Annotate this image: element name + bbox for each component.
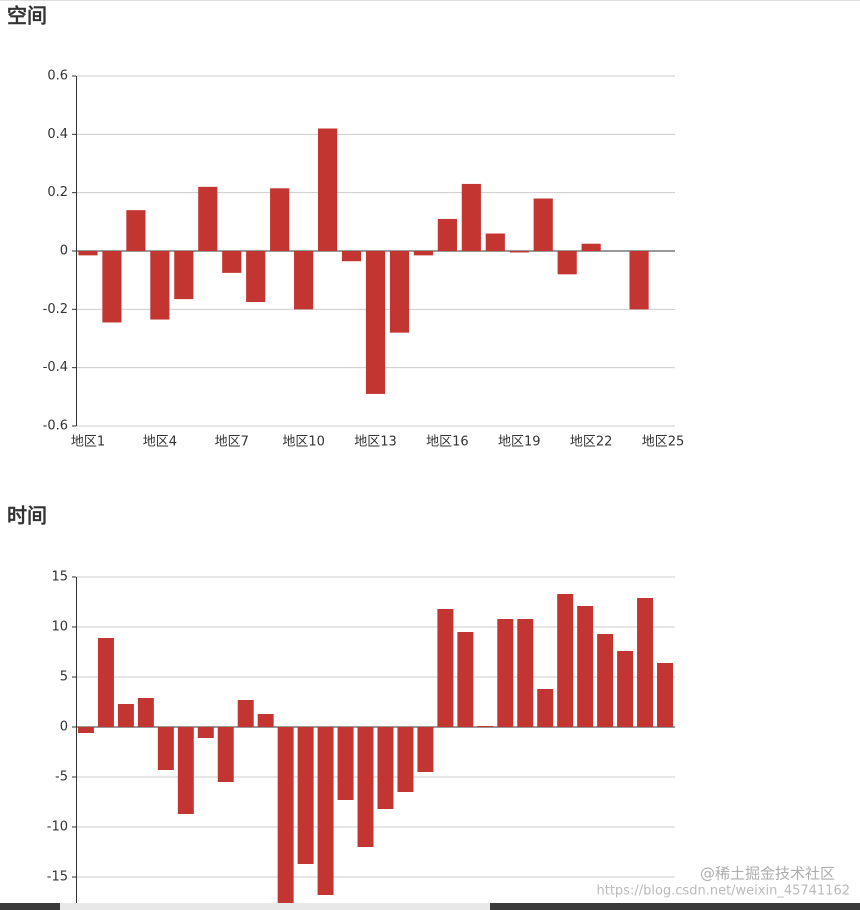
bar	[497, 619, 514, 727]
bar	[389, 251, 410, 333]
bar	[297, 727, 314, 864]
y-tick-label: 0.6	[47, 69, 68, 84]
bar	[533, 198, 553, 251]
bar	[197, 727, 214, 738]
bar	[597, 634, 614, 727]
bar	[517, 619, 534, 727]
bar	[577, 606, 594, 727]
bar	[477, 726, 494, 727]
bar	[417, 727, 434, 772]
bar	[485, 233, 505, 251]
bar	[78, 251, 98, 256]
bar	[126, 210, 146, 251]
bar	[237, 700, 254, 727]
y-tick-label: 15	[51, 570, 68, 585]
y-tick-label: -5	[55, 770, 68, 785]
bar	[537, 689, 554, 727]
x-tick-label: 地区7	[215, 435, 249, 450]
bar	[581, 243, 601, 251]
bar	[117, 704, 134, 727]
x-tick-label: 地区4	[143, 435, 177, 450]
bar	[217, 727, 234, 782]
bar	[257, 714, 274, 727]
bar	[437, 609, 454, 727]
bar	[461, 183, 481, 251]
watermark: @稀土掘金技术社区	[700, 865, 835, 883]
watermark-url: https://blog.csdn.net/weixin_45741162	[596, 884, 850, 899]
bar	[174, 251, 194, 300]
x-tick-label: 地区25	[642, 435, 685, 450]
bar	[357, 727, 374, 847]
bar	[177, 727, 194, 814]
bar	[509, 251, 529, 253]
bar	[377, 727, 394, 809]
bar	[557, 594, 574, 727]
bar	[365, 251, 386, 394]
bar	[657, 663, 674, 727]
bar	[277, 727, 294, 907]
y-tick-label: -0.6	[43, 419, 68, 434]
bar	[637, 598, 654, 727]
bar	[557, 251, 577, 275]
bar	[137, 698, 154, 727]
bar	[222, 251, 242, 273]
bar	[97, 638, 114, 727]
x-tick-label: 地区1	[71, 435, 105, 450]
y-tick-label: -10	[47, 820, 68, 835]
bar	[457, 632, 474, 727]
bar	[157, 727, 174, 770]
chart-title: 时间	[7, 504, 47, 528]
bar	[198, 186, 218, 251]
y-tick-label: -0.4	[43, 360, 68, 375]
x-tick-label: 地区19	[498, 435, 541, 450]
bar	[270, 188, 290, 251]
bar	[629, 251, 649, 310]
y-tick-label: 0.4	[47, 127, 68, 142]
bar	[341, 251, 362, 262]
y-tick-label: 0	[60, 720, 68, 735]
chart-title: 空间	[7, 4, 47, 28]
bar	[317, 128, 338, 251]
x-tick-label: 地区13	[354, 435, 397, 450]
bar	[317, 727, 334, 895]
bar	[77, 727, 94, 733]
bar	[437, 218, 457, 251]
x-tick-label: 地区16	[426, 435, 469, 450]
scrollbar-thumb[interactable]	[60, 903, 490, 910]
bar	[413, 251, 434, 256]
y-tick-label: 0.2	[47, 185, 68, 200]
bar	[294, 251, 314, 310]
x-tick-label: 地区10	[282, 435, 325, 450]
bar	[337, 727, 354, 800]
bar	[102, 251, 122, 323]
bar	[617, 651, 634, 727]
y-tick-label: 0	[60, 244, 68, 259]
x-tick-label: 地区22	[570, 435, 613, 450]
bar	[150, 251, 170, 320]
y-tick-label: 5	[60, 670, 68, 685]
bar	[397, 727, 414, 792]
bar	[246, 251, 266, 303]
y-tick-label: 10	[51, 620, 68, 635]
y-tick-label: -0.2	[43, 302, 68, 317]
y-tick-label: -15	[47, 870, 68, 885]
